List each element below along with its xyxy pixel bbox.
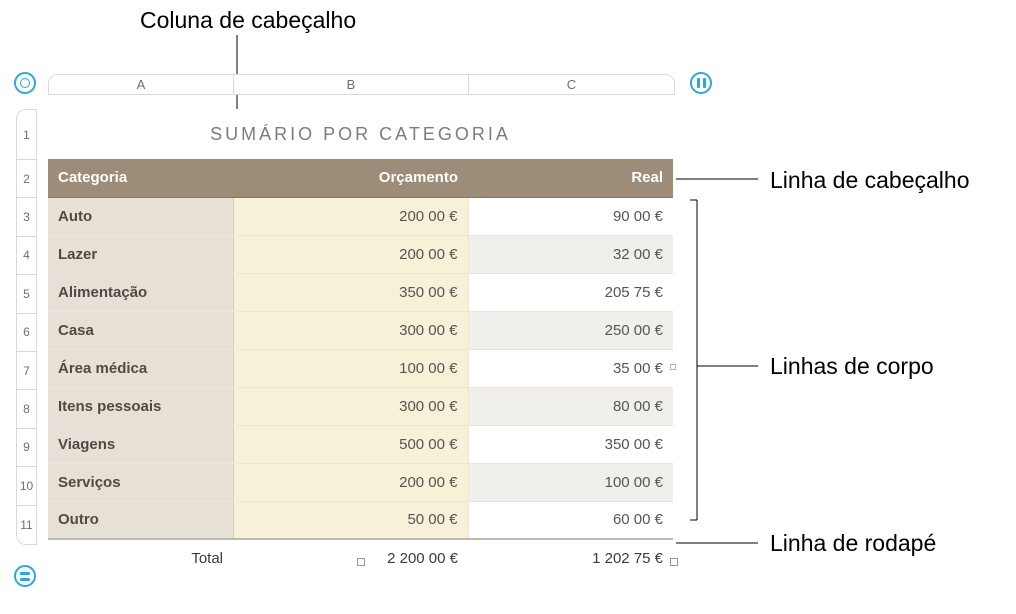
row-number-8[interactable]: 8 xyxy=(17,390,36,428)
cell-budget[interactable]: 200 00 € xyxy=(233,463,468,501)
table-row: Outro 50 00 € 60 00 € xyxy=(48,501,673,539)
cell-category[interactable]: Outro xyxy=(48,501,233,539)
header-budget[interactable]: Orçamento xyxy=(233,159,468,197)
add-row-icon xyxy=(20,572,30,581)
cell-budget[interactable]: 200 00 € xyxy=(233,197,468,235)
cell-category[interactable]: Itens pessoais xyxy=(48,387,233,425)
footer-total-real[interactable]: 1 202 75 € xyxy=(468,539,673,577)
cell-budget[interactable]: 50 00 € xyxy=(233,501,468,539)
cell-category[interactable]: Alimentação xyxy=(48,273,233,311)
table-corner-icon xyxy=(20,78,30,88)
row-numbers-bar: 1 2 3 4 5 6 7 8 9 10 11 xyxy=(16,109,37,545)
table-row: Casa 300 00 € 250 00 € xyxy=(48,311,673,349)
add-column-button[interactable] xyxy=(690,72,712,94)
table-row: Serviços 200 00 € 100 00 € xyxy=(48,463,673,501)
callout-header-row: Linha de cabeçalho xyxy=(770,167,970,194)
cell-real[interactable]: 90 00 € xyxy=(468,197,673,235)
row-number-11[interactable]: 11 xyxy=(17,506,36,544)
row-number-10[interactable]: 10 xyxy=(17,467,36,505)
header-category[interactable]: Categoria xyxy=(48,159,233,197)
table-row: Auto 200 00 € 90 00 € xyxy=(48,197,673,235)
cell-category[interactable]: Casa xyxy=(48,311,233,349)
cell-category[interactable]: Auto xyxy=(48,197,233,235)
cell-real[interactable]: 205 75 € xyxy=(468,273,673,311)
add-column-icon xyxy=(697,78,706,88)
row-number-3[interactable]: 3 xyxy=(17,198,36,236)
spreadsheet-table: SUMÁRIO POR CATEGORIA Categoria Orçament… xyxy=(48,109,673,577)
table-resize-handle-corner[interactable] xyxy=(670,558,678,566)
row-number-2[interactable]: 2 xyxy=(17,160,36,198)
cell-budget[interactable]: 100 00 € xyxy=(233,349,468,387)
row-number-9[interactable]: 9 xyxy=(17,429,36,467)
cell-real[interactable]: 35 00 € xyxy=(468,349,673,387)
cell-real[interactable]: 100 00 € xyxy=(468,463,673,501)
cell-category[interactable]: Viagens xyxy=(48,425,233,463)
callout-header-column: Coluna de cabeçalho xyxy=(140,7,356,34)
cell-real[interactable]: 80 00 € xyxy=(468,387,673,425)
cell-budget[interactable]: 500 00 € xyxy=(233,425,468,463)
row-number-6[interactable]: 6 xyxy=(17,314,36,352)
footer-total-label[interactable]: Total xyxy=(48,539,233,577)
cell-budget[interactable]: 300 00 € xyxy=(233,387,468,425)
table-title[interactable]: SUMÁRIO POR CATEGORIA xyxy=(48,109,673,159)
callout-footer-row: Linha de rodapé xyxy=(770,530,936,557)
cell-real[interactable]: 32 00 € xyxy=(468,235,673,273)
column-letter-b[interactable]: B xyxy=(234,75,469,94)
column-letters-bar: A B C xyxy=(48,74,675,95)
cell-handle-mark[interactable] xyxy=(670,364,676,370)
row-number-7[interactable]: 7 xyxy=(17,352,36,390)
row-number-5[interactable]: 5 xyxy=(17,275,36,313)
cell-budget[interactable]: 300 00 € xyxy=(233,311,468,349)
footer-total-budget[interactable]: 2 200 00 € xyxy=(233,539,468,577)
table-body: Auto 200 00 € 90 00 € Lazer 200 00 € 32 … xyxy=(48,197,673,539)
cell-category[interactable]: Serviços xyxy=(48,463,233,501)
row-number-4[interactable]: 4 xyxy=(17,237,36,275)
table-row: Lazer 200 00 € 32 00 € xyxy=(48,235,673,273)
cell-category[interactable]: Lazer xyxy=(48,235,233,273)
cell-budget[interactable]: 200 00 € xyxy=(233,235,468,273)
cell-real[interactable]: 60 00 € xyxy=(468,501,673,539)
table-row: Itens pessoais 300 00 € 80 00 € xyxy=(48,387,673,425)
data-table: Categoria Orçamento Real Auto 200 00 € 9… xyxy=(48,159,673,577)
header-real[interactable]: Real xyxy=(468,159,673,197)
table-header-row: Categoria Orçamento Real xyxy=(48,159,673,197)
cell-real[interactable]: 250 00 € xyxy=(468,311,673,349)
table-row: Área médica 100 00 € 35 00 € xyxy=(48,349,673,387)
column-letter-c[interactable]: C xyxy=(469,75,674,94)
table-row: Viagens 500 00 € 350 00 € xyxy=(48,425,673,463)
cell-budget[interactable]: 350 00 € xyxy=(233,273,468,311)
cell-category[interactable]: Área médica xyxy=(48,349,233,387)
add-row-button[interactable] xyxy=(14,565,36,587)
row-number-1[interactable]: 1 xyxy=(17,110,36,160)
callout-body-rows: Linhas de corpo xyxy=(770,353,934,380)
column-letter-a[interactable]: A xyxy=(49,75,234,94)
cell-real[interactable]: 350 00 € xyxy=(468,425,673,463)
table-resize-handle-bottom[interactable] xyxy=(357,558,365,566)
table-row: Alimentação 350 00 € 205 75 € xyxy=(48,273,673,311)
table-corner-button[interactable] xyxy=(14,72,36,94)
